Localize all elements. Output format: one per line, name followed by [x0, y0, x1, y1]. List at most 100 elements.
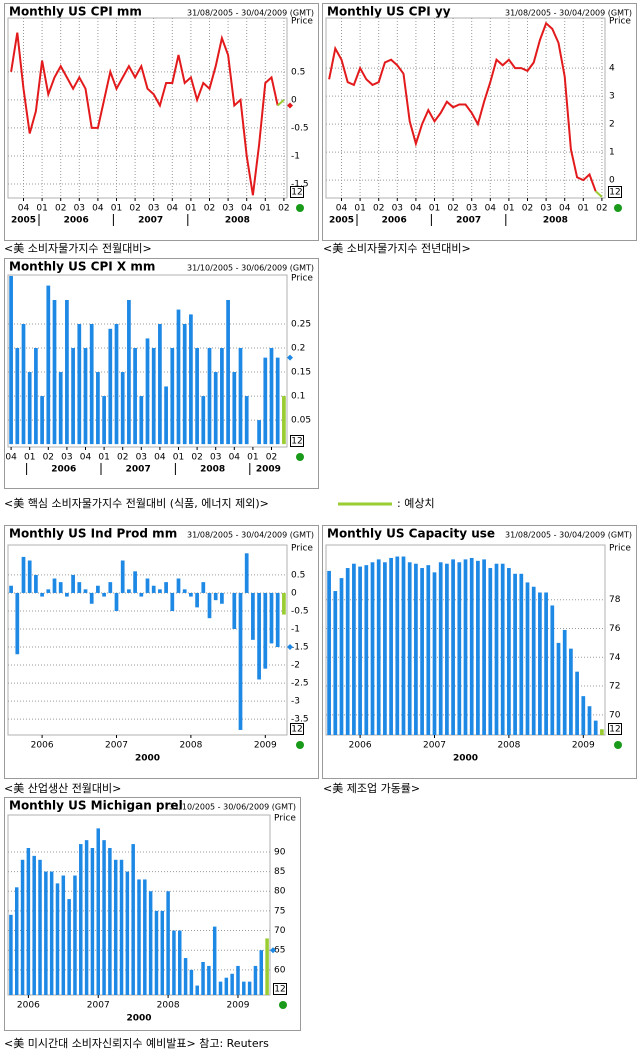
y-tick-label: 70	[609, 710, 621, 720]
bar	[238, 348, 243, 445]
box	[290, 186, 304, 198]
bar	[108, 582, 113, 593]
bar	[189, 592, 193, 597]
bar	[27, 372, 32, 445]
bar	[251, 592, 255, 640]
bar	[143, 879, 147, 995]
year-label: 2006	[382, 216, 407, 226]
bar	[38, 859, 42, 995]
x-tick-label: 04	[154, 453, 166, 463]
axis-title: Price	[291, 17, 313, 27]
x-tick-label: 03	[540, 204, 551, 214]
y-tick-label: 0.1	[291, 392, 305, 402]
x-tick-label: 03	[136, 453, 147, 463]
bar	[160, 910, 165, 995]
bar	[79, 844, 83, 995]
x-tick-label: 01	[111, 204, 122, 214]
bar	[49, 871, 54, 995]
y-tick-label: 0	[291, 95, 297, 105]
bar	[158, 589, 162, 593]
y-tick-label: 70	[274, 926, 286, 936]
status-dot	[614, 741, 622, 749]
caption: <美 핵심 소비자물가지수 전월대비 (식품, 에너지 제외)>	[4, 497, 269, 510]
x-tick-label: 02	[129, 204, 140, 214]
bar	[482, 559, 486, 735]
box	[290, 435, 304, 447]
year-label: 2005	[329, 216, 354, 226]
x-tick-label: 04	[80, 453, 92, 463]
bar	[244, 553, 249, 593]
y-tick-label: 0	[609, 176, 615, 186]
bar	[519, 573, 524, 735]
status-dot	[279, 1001, 287, 1009]
bar	[133, 348, 137, 445]
y-tick-label: -1.5	[291, 643, 309, 653]
bar	[154, 910, 159, 995]
x-tick-label: 03	[61, 453, 72, 463]
bar	[232, 592, 237, 630]
bar	[333, 591, 338, 735]
status-dot	[614, 204, 622, 212]
y-tick-label: 1	[609, 148, 615, 158]
y-tick-label: 0.5	[291, 570, 305, 580]
x-tick-label: 01	[173, 453, 184, 463]
bar	[15, 592, 20, 655]
x-tick-label: 02	[43, 453, 54, 463]
y-tick-label: 65	[274, 946, 285, 956]
bar	[170, 592, 175, 611]
bar	[172, 930, 176, 995]
x-tick-label: 01	[24, 453, 35, 463]
bar	[9, 275, 13, 445]
x-tick-label: 03	[222, 204, 233, 214]
box-label: 12	[609, 725, 620, 735]
x-tick-label: 01	[354, 204, 365, 214]
year-label: 2006	[64, 216, 89, 226]
bar	[488, 568, 493, 735]
x-tick-label: 03	[466, 204, 477, 214]
bar	[275, 592, 280, 648]
chart-title: Monthly US Capacity use	[327, 527, 495, 541]
x-tick-label: 01	[36, 204, 47, 214]
bar	[15, 348, 20, 445]
line	[10, 32, 279, 196]
bar	[61, 875, 66, 995]
bar	[58, 372, 63, 445]
bar	[9, 914, 13, 995]
bar	[9, 585, 13, 593]
bar	[113, 859, 118, 995]
bar	[224, 977, 229, 995]
y-tick-label: 74	[609, 653, 621, 663]
bar	[236, 965, 240, 995]
bar	[195, 592, 199, 608]
bar	[55, 883, 60, 995]
bar	[96, 828, 100, 995]
bar	[96, 372, 100, 445]
x-tick-label: 2007	[87, 1001, 110, 1011]
bar	[420, 568, 424, 735]
x-tick-label: 02	[204, 204, 215, 214]
bar	[395, 556, 400, 735]
y-tick-label: 60	[274, 965, 286, 975]
bar	[275, 357, 280, 445]
bar	[26, 848, 31, 995]
plot-area	[325, 17, 606, 199]
x-tick-label: 2008	[157, 1001, 180, 1011]
y-tick-label: 78	[609, 595, 621, 605]
bar	[40, 396, 44, 445]
bar	[457, 562, 462, 735]
y-tick-label: 2	[609, 120, 615, 130]
bar	[125, 871, 130, 995]
axis-title: Price	[291, 544, 313, 554]
x-tick-label: 2006	[349, 741, 372, 751]
bar	[494, 563, 499, 735]
bar	[207, 965, 211, 995]
bar	[562, 629, 567, 735]
x-tick-label: 03	[210, 453, 221, 463]
plot-area	[7, 17, 288, 199]
bar	[83, 348, 88, 445]
box-label: 12	[291, 188, 302, 198]
bar	[183, 958, 188, 995]
last-value-marker	[287, 102, 293, 109]
y-tick-label: -1.5	[291, 179, 309, 189]
